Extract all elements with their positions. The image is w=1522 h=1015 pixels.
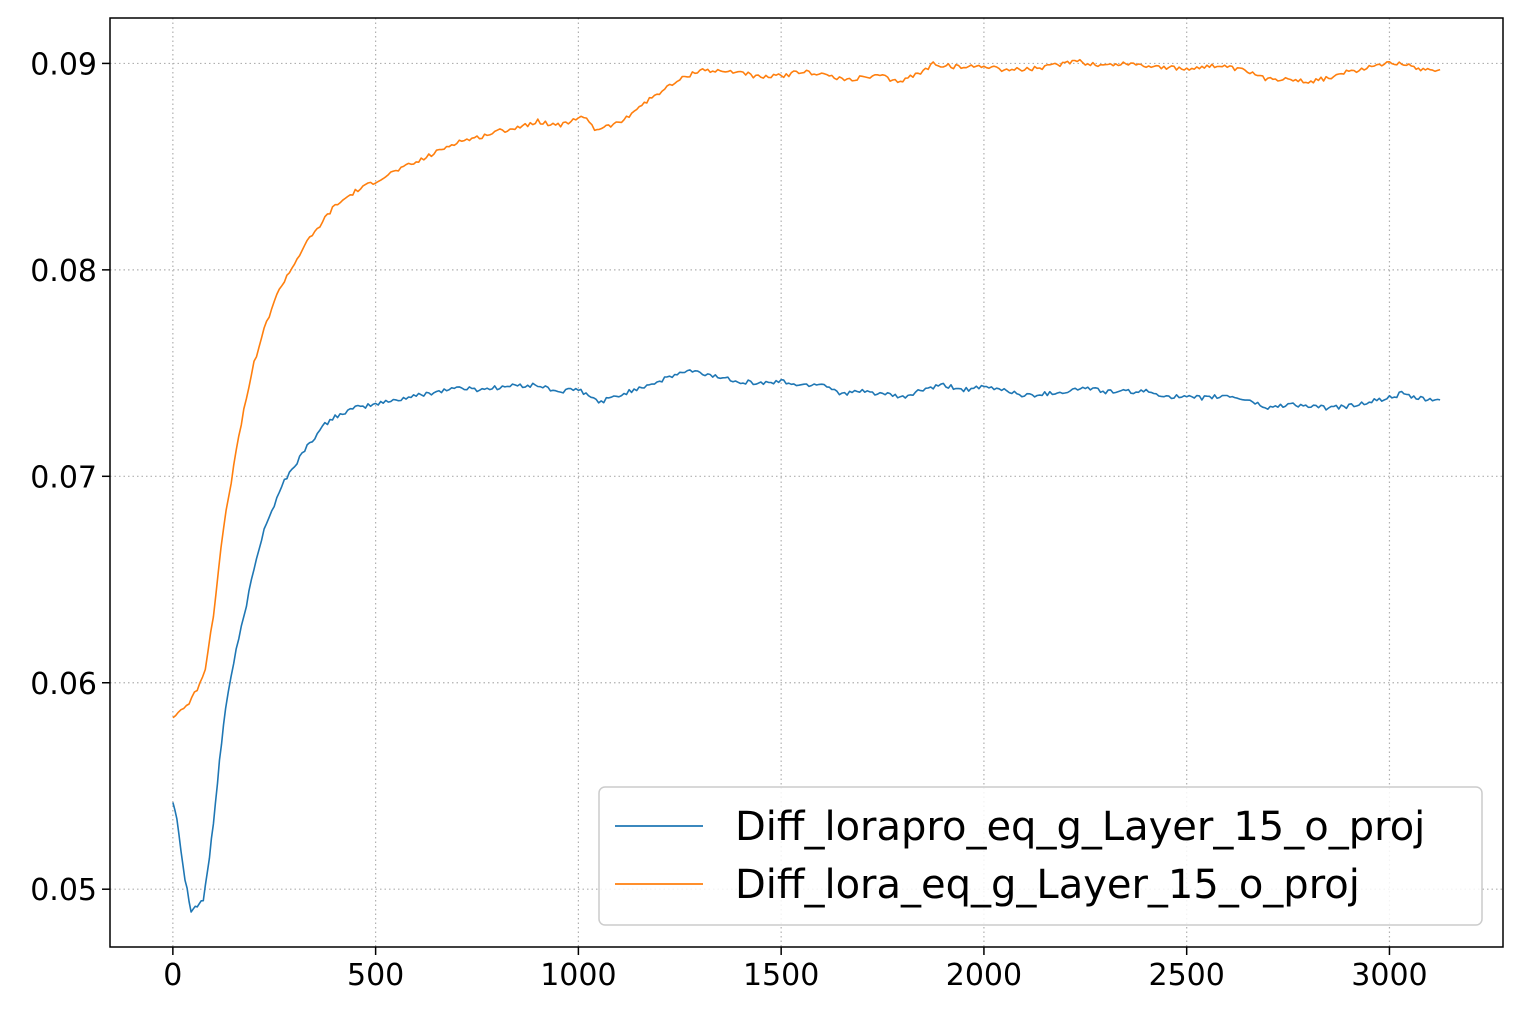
x-tick-label: 500 — [347, 958, 404, 993]
y-tick-label: 0.09 — [30, 47, 97, 82]
legend: Diff_lorapro_eq_g_Layer_15_o_proj Diff_lo… — [598, 786, 1483, 926]
legend-label: Diff_lorapro_eq_g_Layer_15_o_proj — [735, 804, 1425, 850]
axes: 0 500 1000 1500 2000 2500 3000 0.05 0.06 0.07 0.08… — [30, 47, 1427, 993]
series-line-2 — [172, 58, 1441, 719]
y-tick-label: 0.05 — [30, 873, 97, 908]
legend-label: Diff_lora_eq_g_Layer_15_o_proj — [735, 862, 1360, 908]
series-line-1 — [172, 369, 1441, 913]
x-tick-label: 2000 — [946, 958, 1022, 993]
y-tick-label: 0.08 — [30, 254, 97, 289]
x-tick-label: 1000 — [540, 958, 616, 993]
x-tick-label: 1500 — [743, 958, 819, 993]
x-tick-label: 2500 — [1149, 958, 1225, 993]
plot-frame — [109, 17, 1504, 948]
legend-box — [598, 786, 1483, 926]
x-tick-label: 0 — [163, 958, 182, 993]
y-tick-label: 0.07 — [30, 460, 97, 495]
x-tick-label: 3000 — [1351, 958, 1427, 993]
series-layer — [172, 58, 1441, 913]
y-tick-label: 0.06 — [30, 667, 97, 702]
